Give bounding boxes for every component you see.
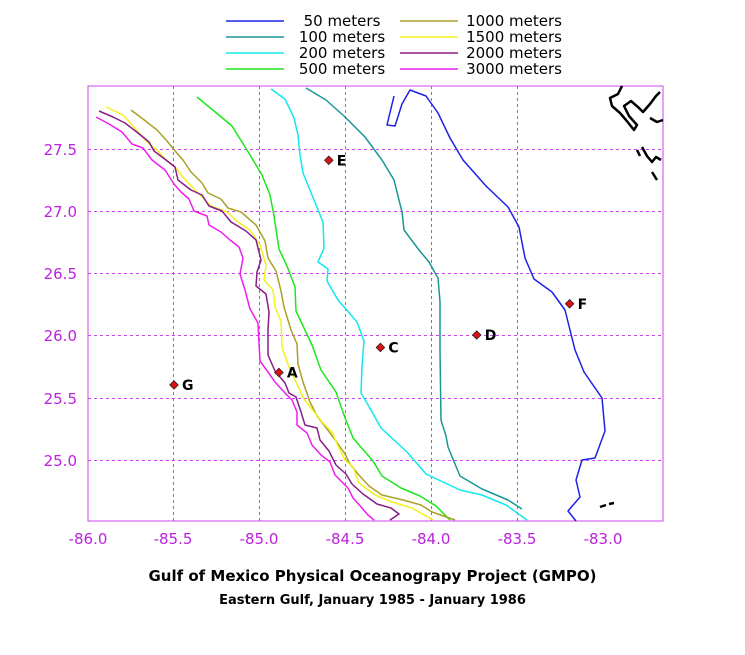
legend-label-3000m: 3000 meters — [466, 60, 562, 78]
station-label-g: G — [182, 378, 194, 394]
x-tick-label: -85.0 — [240, 530, 279, 548]
station-label-a: A — [287, 365, 298, 381]
x-tick-label: -83.5 — [498, 530, 537, 548]
legend-label-1500m: 1500 meters — [466, 28, 562, 46]
legend-label-50m: 50 meters — [304, 12, 381, 30]
y-tick-label: 27.0 — [44, 203, 77, 221]
legend-label-100m: 100 meters — [299, 28, 386, 46]
x-tick-label: -85.5 — [154, 530, 193, 548]
legend-label-2000m: 2000 meters — [466, 44, 562, 62]
contour-200m — [270, 88, 528, 521]
legend-label-200m: 200 meters — [299, 44, 386, 62]
contour-3000m — [95, 116, 375, 521]
x-axis-ticks: -86.0 -85.5 -85.0 -84.5 -84.0 -83.5 -83.… — [69, 530, 623, 548]
station-label-f: F — [578, 297, 588, 313]
y-tick-label: 25.0 — [44, 452, 77, 470]
legend-label-1000m: 1000 meters — [466, 12, 562, 30]
stations: A C D E F G — [169, 153, 588, 394]
x-tick-label: -84.5 — [326, 530, 365, 548]
figure-subtitle: Eastern Gulf, January 1985 - January 198… — [219, 593, 526, 608]
contour-2000m — [98, 110, 400, 521]
x-tick-label: -83.0 — [584, 530, 623, 548]
station-marker-d — [471, 330, 482, 340]
y-axis-ticks: 27.5 27.0 26.5 26.0 25.5 25.0 — [44, 141, 77, 470]
station-marker-f — [564, 298, 575, 309]
y-tick-label: 26.5 — [44, 265, 77, 283]
contour-100m — [305, 87, 523, 510]
coastline — [599, 85, 664, 509]
x-tick-label: -86.0 — [69, 530, 108, 548]
station-label-c: C — [388, 340, 398, 356]
station-marker-a — [274, 367, 284, 378]
legend: 50 meters 100 meters 200 meters 500 mete… — [226, 12, 562, 78]
y-tick-label: 25.5 — [44, 390, 77, 408]
grid-lines — [88, 86, 663, 521]
station-label-e: E — [337, 153, 347, 169]
station-marker-c — [375, 342, 386, 353]
contour-50m — [386, 89, 606, 522]
x-tick-label: -84.0 — [412, 530, 451, 548]
station-label-d: D — [485, 328, 497, 344]
y-tick-label: 27.5 — [44, 141, 77, 159]
figure-title: Gulf of Mexico Physical Oceanograpy Proj… — [148, 567, 597, 585]
map-frame — [87, 85, 664, 522]
y-tick-label: 26.0 — [44, 327, 77, 345]
contour-500m — [196, 96, 451, 521]
station-marker-g — [169, 380, 179, 390]
legend-label-500m: 500 meters — [299, 60, 386, 78]
station-marker-e — [323, 155, 334, 166]
contour-1000m — [130, 109, 456, 521]
depth-contours — [95, 87, 606, 522]
